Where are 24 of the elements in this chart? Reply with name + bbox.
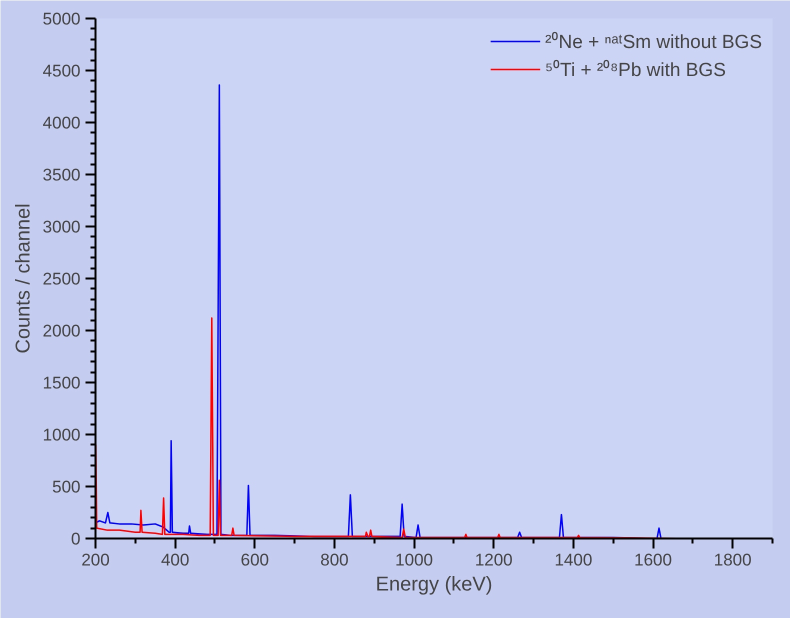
x-tick-label: 400 [160, 550, 190, 570]
x-tick-label: 1000 [395, 550, 434, 570]
y-tick-label: 2000 [42, 322, 81, 340]
x-axis-title: Energy (keV) [376, 574, 492, 596]
x-tick-label: 1400 [554, 550, 592, 570]
x-tick-label: 1200 [474, 550, 513, 570]
x-tick-label: 800 [320, 550, 349, 570]
y-tick-label: 4000 [42, 114, 81, 132]
y-tick-label: 1000 [42, 426, 81, 444]
y-tick-label: 4500 [42, 62, 81, 80]
y-tick-label: 3500 [42, 166, 81, 184]
x-tick-label: 600 [240, 550, 269, 570]
y-axis-title: Counts / channel [12, 203, 35, 354]
y-tick-label: 2500 [42, 270, 81, 288]
x-tick-label: 1600 [634, 550, 672, 570]
x-tick-label: 1800 [714, 550, 752, 570]
y-tick-label: 1500 [42, 374, 81, 392]
y-tick-label: 500 [52, 478, 81, 496]
legend-label: ²⁰Ne + ⁿᵃᵗSm without BGS [545, 30, 762, 54]
y-tick-label: 3000 [42, 218, 81, 236]
y-tick-label: 0 [71, 530, 81, 548]
legend-label: ⁵⁰Ti + ²⁰⁸Pb with BGS [545, 58, 726, 82]
x-tick-label: 200 [81, 550, 110, 570]
y-tick-label: 5000 [42, 10, 81, 28]
